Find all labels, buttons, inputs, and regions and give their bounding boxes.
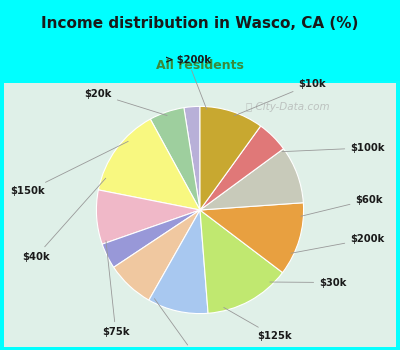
Text: $60k: $60k: [301, 195, 383, 216]
Text: $20k: $20k: [84, 89, 167, 116]
Wedge shape: [114, 210, 200, 300]
Text: $40k: $40k: [22, 178, 106, 261]
Text: $200k: $200k: [291, 234, 384, 253]
Text: $150k: $150k: [10, 141, 128, 196]
Text: $30k: $30k: [270, 278, 346, 287]
Text: All residents: All residents: [156, 59, 244, 72]
Wedge shape: [200, 203, 304, 273]
FancyBboxPatch shape: [4, 83, 396, 347]
Wedge shape: [200, 149, 303, 210]
Text: Income distribution in Wasco, CA (%): Income distribution in Wasco, CA (%): [41, 16, 359, 31]
Wedge shape: [200, 126, 284, 210]
Wedge shape: [149, 210, 208, 314]
Wedge shape: [184, 106, 200, 210]
Wedge shape: [150, 108, 200, 210]
Wedge shape: [102, 210, 200, 267]
Wedge shape: [200, 106, 261, 210]
Text: $50k: $50k: [154, 299, 208, 350]
Text: > $200k: > $200k: [164, 55, 210, 109]
Wedge shape: [96, 190, 200, 244]
Text: $75k: $75k: [102, 241, 130, 337]
Text: ⓘ City-Data.com: ⓘ City-Data.com: [246, 103, 330, 112]
Text: $125k: $125k: [224, 307, 292, 341]
Text: $100k: $100k: [282, 143, 385, 153]
Wedge shape: [200, 210, 282, 313]
Text: $10k: $10k: [234, 79, 326, 116]
Wedge shape: [98, 119, 200, 210]
